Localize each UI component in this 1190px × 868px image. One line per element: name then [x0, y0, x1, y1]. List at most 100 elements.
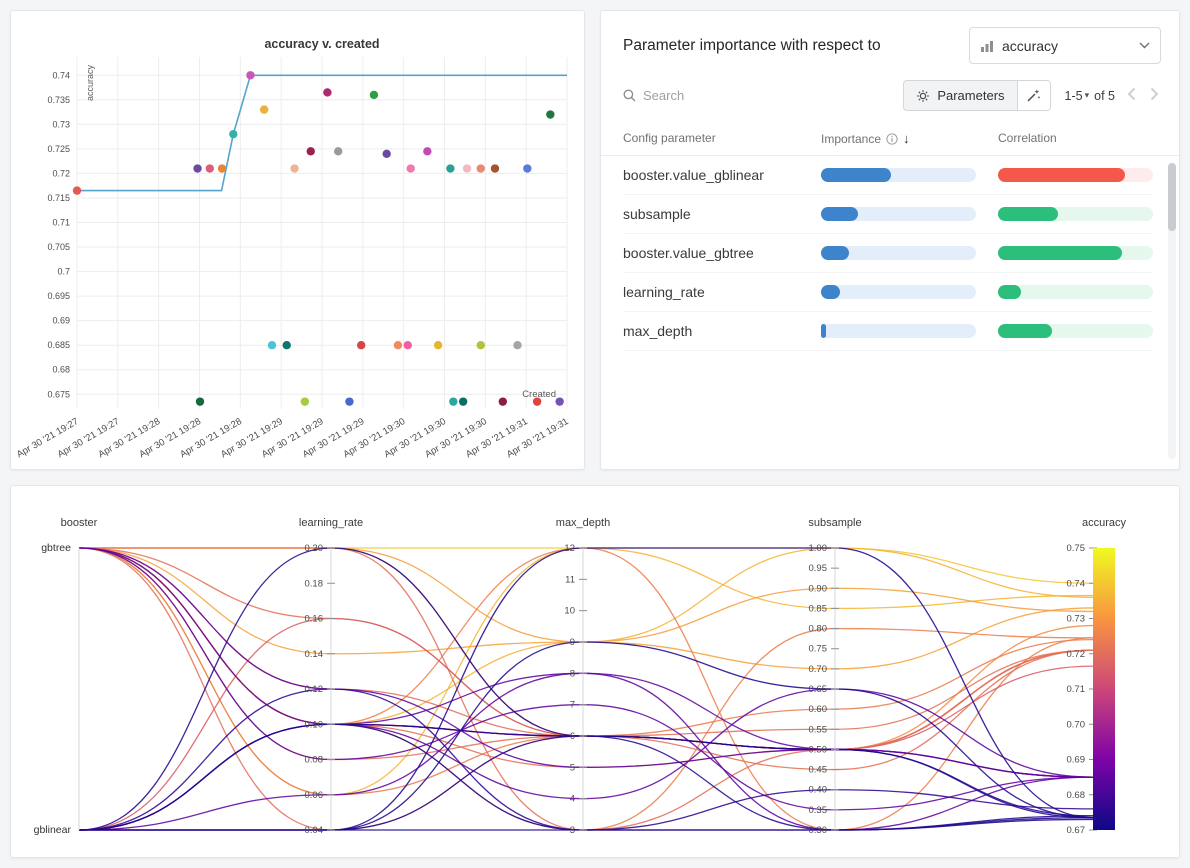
run-line[interactable]	[78, 735, 1094, 831]
run-line[interactable]	[78, 547, 1094, 811]
importance-bar	[821, 207, 976, 221]
run-line[interactable]	[79, 547, 1094, 831]
scatter-point[interactable]	[406, 164, 415, 173]
importance-bar-fill	[821, 207, 859, 221]
scatter-point[interactable]	[229, 129, 238, 139]
scatter-point[interactable]	[555, 397, 564, 406]
axis-tick-label: 0.68	[1067, 790, 1086, 801]
scatter-point[interactable]	[462, 164, 472, 173]
sort-desc-icon[interactable]: ↓	[903, 131, 910, 146]
run-line[interactable]	[79, 547, 1094, 643]
scatter-point[interactable]	[523, 164, 532, 173]
scatter-point[interactable]	[423, 147, 432, 156]
scatter-point[interactable]	[195, 397, 205, 406]
scatter-point[interactable]	[267, 340, 277, 350]
scatter-point[interactable]	[217, 164, 227, 173]
scatter-point[interactable]	[490, 164, 500, 173]
run-line[interactable]	[78, 547, 1094, 831]
param-name: max_depth	[623, 323, 693, 339]
run-line[interactable]	[78, 547, 1094, 831]
scatter-point[interactable]	[333, 147, 343, 156]
param-row[interactable]: booster.value_gblinear	[623, 156, 1153, 195]
run-line[interactable]	[78, 547, 1094, 831]
run-line[interactable]	[78, 672, 1094, 831]
axis-tick-label: 0.18	[305, 578, 324, 589]
magic-wand-button[interactable]	[1017, 80, 1051, 111]
pagination-range[interactable]: 1-5 ▾	[1065, 89, 1090, 103]
scatter-point[interactable]	[382, 149, 391, 158]
param-row[interactable]: subsample	[623, 195, 1153, 234]
scatter-point[interactable]	[433, 340, 443, 350]
scatter-point[interactable]	[476, 340, 485, 350]
column-importance-label: Importance	[821, 131, 882, 146]
scatter-point[interactable]	[357, 340, 366, 350]
scatter-point[interactable]	[193, 164, 202, 173]
run-line[interactable]	[78, 688, 1094, 831]
scatter-point[interactable]	[546, 110, 555, 119]
scatter-point[interactable]	[446, 164, 455, 173]
run-line[interactable]	[78, 723, 1094, 831]
column-config-parameter[interactable]: Config parameter	[623, 131, 716, 145]
column-correlation[interactable]: Correlation	[998, 131, 1057, 145]
scatter-point[interactable]	[393, 340, 403, 350]
run-line[interactable]	[79, 547, 1094, 584]
scatter-point[interactable]	[345, 397, 354, 406]
param-row[interactable]: booster.value_gbtree	[623, 234, 1153, 273]
scatter-point[interactable]	[290, 164, 299, 173]
scrollbar-thumb[interactable]	[1168, 163, 1176, 231]
scatter-point[interactable]	[282, 340, 291, 350]
scatter-point[interactable]	[476, 164, 485, 173]
axis-tick-label: 0.10	[305, 719, 324, 730]
metric-dropdown[interactable]: accuracy	[969, 27, 1161, 64]
y-tick-label: 0.735	[47, 95, 70, 105]
scatter-point[interactable]	[72, 186, 82, 195]
importance-bar-fill	[821, 168, 891, 182]
run-line[interactable]	[78, 547, 1094, 831]
scatter-point[interactable]	[300, 397, 310, 406]
scatter-point[interactable]	[513, 340, 522, 350]
scatter-point[interactable]	[246, 71, 255, 80]
parameters-button[interactable]: Parameters	[903, 80, 1018, 111]
scatter-point[interactable]	[306, 147, 315, 156]
run-line[interactable]	[78, 547, 1094, 831]
importance-bar-fill	[821, 324, 826, 338]
scatter-point[interactable]	[458, 397, 468, 406]
param-row[interactable]: max_depth	[623, 312, 1153, 351]
scatter-point[interactable]	[498, 397, 508, 406]
x-axis-title: Created	[522, 389, 556, 400]
run-line[interactable]	[78, 547, 1094, 778]
metric-dropdown-value: accuracy	[1002, 37, 1059, 54]
run-line[interactable]	[78, 723, 1094, 831]
axis-tick-label: 3	[570, 825, 575, 836]
param-row[interactable]: learning_rate	[623, 273, 1153, 312]
prev-page-button[interactable]	[1125, 87, 1138, 104]
run-line[interactable]	[78, 617, 1094, 831]
parameters-button-label: Parameters	[937, 88, 1005, 103]
correlation-bar	[998, 168, 1153, 182]
scatter-point[interactable]	[323, 88, 332, 97]
axis-tick-label: 0.74	[1067, 578, 1086, 589]
run-line[interactable]	[78, 547, 1094, 768]
scrollbar[interactable]	[1168, 163, 1176, 459]
scatter-point[interactable]	[259, 105, 269, 114]
scatter-point[interactable]	[449, 397, 458, 406]
run-line[interactable]	[78, 723, 1094, 831]
scatter-point[interactable]	[205, 164, 214, 173]
run-line[interactable]	[78, 547, 1094, 831]
axis-tick-label: 11	[565, 574, 575, 585]
view-toggle-group: Parameters	[903, 80, 1051, 111]
scatter-point[interactable]	[369, 90, 379, 100]
run-line[interactable]	[78, 547, 1094, 670]
axis-tick-label: 0.90	[809, 583, 828, 594]
scatter-point[interactable]	[403, 340, 412, 350]
run-line[interactable]	[78, 688, 1094, 831]
chevron-left-icon	[1127, 87, 1136, 101]
axis-tick-label: 0.72	[1067, 649, 1086, 660]
next-page-button[interactable]	[1148, 87, 1161, 104]
column-importance[interactable]: Importance ↓	[821, 131, 976, 146]
search-input[interactable]: Search	[623, 88, 903, 103]
scatter-point[interactable]	[532, 397, 542, 406]
magic-wand-icon	[1026, 88, 1041, 103]
param-name: learning_rate	[623, 284, 705, 300]
